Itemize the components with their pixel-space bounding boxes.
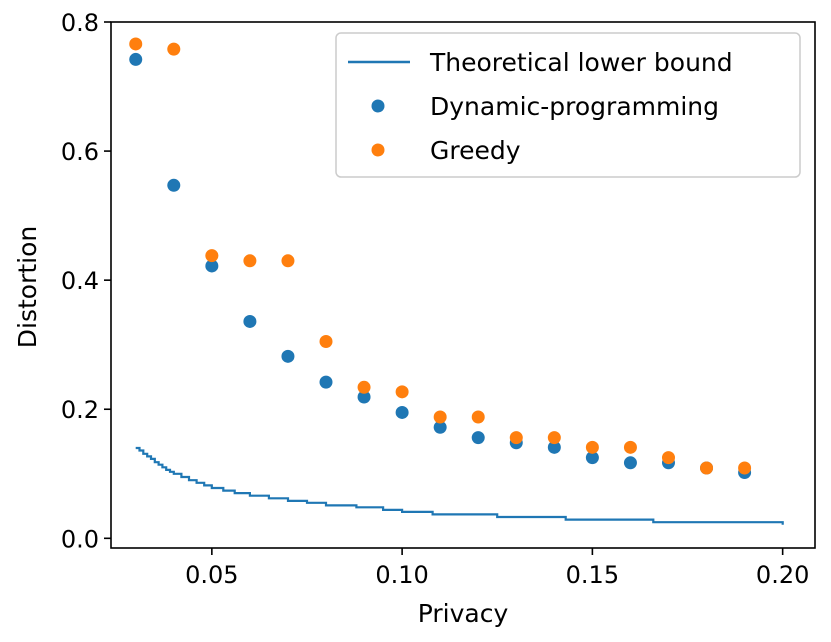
data-point-dynamic-programming	[585, 451, 599, 465]
y-tick-label: 0.8	[61, 9, 99, 37]
y-axis: 0.0 0.2 0.4 0.6 0.8	[61, 9, 111, 553]
data-point-greedy	[433, 410, 447, 424]
data-point-dynamic-programming	[205, 259, 219, 273]
data-point-greedy	[661, 451, 675, 465]
legend-swatch-greedy	[371, 143, 385, 157]
data-point-greedy	[547, 431, 561, 445]
x-axis: 0.05 0.10 0.15 0.20	[185, 548, 809, 589]
data-point-greedy	[281, 254, 295, 268]
x-tick-label: 0.10	[375, 561, 428, 589]
data-point-greedy	[319, 334, 333, 348]
x-tick-label: 0.05	[185, 561, 238, 589]
data-point-greedy	[700, 461, 714, 475]
data-point-greedy	[585, 440, 599, 454]
data-point-dynamic-programming	[471, 431, 485, 445]
data-point-greedy	[357, 380, 371, 394]
legend-label-theoretical-lower-bound: Theoretical lower bound	[429, 48, 733, 77]
data-point-dynamic-programming	[129, 52, 143, 66]
series-line-theoretical-lower-bound	[135, 446, 784, 525]
data-point-dynamic-programming	[357, 390, 371, 404]
data-point-dynamic-programming	[243, 314, 257, 328]
legend-swatch-dynamic-programming	[371, 99, 385, 113]
x-axis-label: Privacy	[418, 599, 509, 628]
legend-label-greedy: Greedy	[430, 136, 521, 165]
data-point-greedy	[623, 440, 637, 454]
data-point-greedy	[243, 254, 257, 268]
y-tick-label: 0.4	[61, 267, 99, 295]
legend: Theoretical lower bound Dynamic-programmi…	[335, 32, 801, 178]
data-point-dynamic-programming	[433, 420, 447, 434]
plot-area	[110, 21, 816, 549]
data-point-dynamic-programming	[395, 405, 409, 419]
data-point-dynamic-programming	[167, 178, 181, 192]
legend-label-dynamic-programming: Dynamic-programming	[430, 92, 719, 121]
data-point-dynamic-programming	[281, 349, 295, 363]
x-tick-label: 0.20	[756, 561, 809, 589]
y-tick-label: 0.2	[61, 396, 99, 424]
data-point-greedy	[471, 410, 485, 424]
data-point-dynamic-programming	[319, 375, 333, 389]
y-tick-label: 0.6	[61, 138, 99, 166]
data-point-greedy	[205, 249, 219, 263]
data-point-greedy	[509, 431, 523, 445]
data-point-greedy	[395, 385, 409, 399]
data-point-dynamic-programming	[547, 440, 561, 454]
y-axis-label: Distortion	[13, 226, 42, 349]
x-tick-label: 0.15	[566, 561, 619, 589]
data-point-greedy	[167, 42, 181, 56]
legend-box	[335, 32, 801, 178]
data-point-greedy	[129, 37, 143, 51]
data-point-dynamic-programming	[623, 456, 637, 470]
plot-frame	[110, 21, 816, 549]
data-point-greedy	[738, 461, 752, 475]
y-tick-label: 0.0	[61, 525, 99, 553]
